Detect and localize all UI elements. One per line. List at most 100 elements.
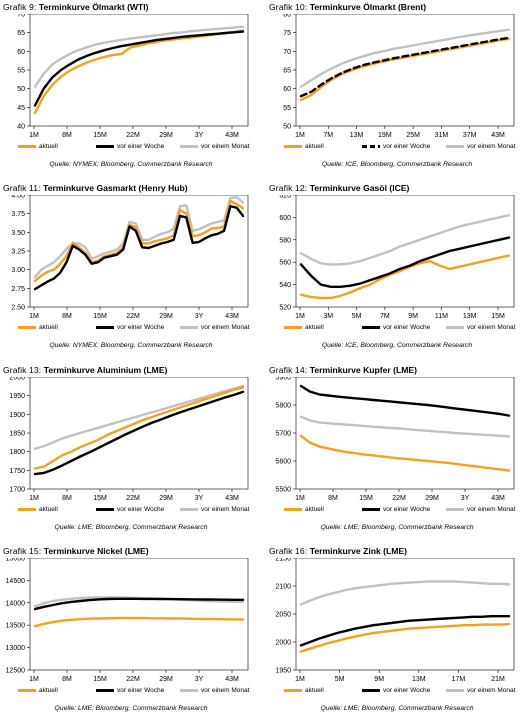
x-tick-label: 3Y: [461, 495, 470, 502]
chart-legend: aktuell vor einer Woche vor einem Monat: [284, 324, 531, 334]
chart-number-label: Grafik 13:: [3, 365, 44, 375]
series-line-vor-einem-monat: [33, 196, 245, 279]
legend-label: vor einem Monat: [467, 506, 516, 513]
legend-swatch: [446, 507, 464, 511]
chart-number-label: Grafik 12:: [269, 183, 310, 193]
legend-label: vor einer Woche: [117, 687, 165, 694]
y-tick-label: 620: [279, 195, 291, 200]
x-tick-label: 31M: [435, 132, 449, 139]
y-tick-label: 2100: [275, 584, 291, 591]
chart-source: Quelle: ICE, Bloomberg, Commerzbank Rese…: [321, 161, 473, 168]
legend-swatch: [362, 144, 380, 148]
chart-title: Grafik 9: Terminkurve Ölmarkt (WTI): [3, 2, 149, 12]
x-tick-label: 29M: [159, 676, 173, 683]
y-tick-label: 80: [283, 14, 291, 19]
series-line-aktuell: [33, 386, 245, 470]
legend-swatch: [284, 325, 302, 329]
legend-label: vor einem Monat: [201, 506, 250, 513]
x-tick-label: 29M: [159, 132, 173, 139]
chart-number-label: Grafik 10:: [269, 2, 310, 12]
plot-area: 520 540 560 580 600 620 1M 3M 5M 7M 9M 11M 13M 15M: [279, 195, 515, 320]
series-line-vor-einer-woche: [33, 597, 245, 611]
legend-label: vor einer Woche: [117, 506, 165, 513]
legend-item: vor einem Monat: [180, 687, 249, 694]
x-tick-label: 29M: [159, 495, 173, 502]
x-tick-label: 3Y: [195, 495, 204, 502]
legend-swatch: [362, 507, 380, 511]
legend-item: aktuell: [18, 143, 58, 150]
x-tick-label: 19M: [378, 132, 392, 139]
x-tick-label: 8M: [62, 495, 72, 502]
series-line-vor-einer-woche: [33, 390, 245, 476]
chart-title: Grafik 12: Terminkurve Gasöl (ICE): [269, 183, 409, 193]
x-tick-label: 15M: [93, 132, 107, 139]
y-tick-label: 5600: [275, 459, 291, 466]
legend-label: vor einer Woche: [383, 506, 431, 513]
legend-swatch: [180, 507, 198, 511]
y-tick-label: 12500: [6, 668, 26, 675]
legend-swatch: [18, 325, 36, 329]
chart-source: Quelle: LME; Bloomberg, Commerzbank Rese…: [54, 524, 208, 531]
x-tick-label: 3Y: [195, 313, 204, 320]
y-tick-label: 45: [17, 105, 25, 112]
x-tick-label: 43M: [225, 495, 239, 502]
series-line-vor-einem-monat: [33, 384, 245, 450]
legend-swatch: [446, 144, 464, 148]
chart-title: Grafik 15: Terminkurve Nickel (LME): [3, 546, 149, 556]
y-tick-label: 520: [279, 305, 291, 312]
legend-label: vor einer Woche: [383, 143, 431, 150]
series-line-aktuell: [33, 199, 245, 283]
y-tick-label: 13000: [6, 645, 26, 652]
chart-source: Quelle: LME; Bloomberg, Commerzbank Rese…: [320, 524, 474, 531]
legend-swatch: [180, 144, 198, 148]
plot-area: 12500 13000 13500 14000 14500 15000 1M 8M 15M 22M…: [6, 558, 249, 683]
plot-area: 50 55 60 65 70 75 80 1M 7M 13M 19M 25M 31M 37M 43M: [283, 14, 515, 139]
y-tick-label: 2000: [275, 640, 291, 647]
y-tick-label: 540: [279, 282, 291, 289]
series-line-vor-einem-monat: [299, 415, 511, 438]
chart-panel: Grafik 16: Terminkurve Zink (LME) 1950 200…: [266, 546, 528, 721]
x-tick-label: 9M: [374, 676, 384, 683]
legend-swatch: [362, 325, 380, 329]
x-tick-label: 1M: [29, 495, 39, 502]
y-tick-label: 1950: [9, 393, 25, 400]
plot-frame: [29, 195, 249, 308]
x-tick-label: 1M: [29, 132, 39, 139]
legend-label: vor einem Monat: [201, 324, 250, 331]
y-tick-label: 65: [17, 30, 25, 37]
y-tick-label: 50: [283, 124, 291, 131]
y-tick-label: 1750: [9, 468, 25, 475]
series-line-aktuell: [299, 434, 511, 472]
legend-swatch: [96, 144, 114, 148]
chart-panel: Grafik 9: Terminkurve Ölmarkt (WTI) 40 45 5…: [0, 2, 262, 177]
x-tick-label: 13M: [463, 313, 477, 320]
legend-label: vor einem Monat: [467, 143, 516, 150]
legend-label: aktuell: [39, 506, 58, 513]
y-tick-label: 2050: [275, 612, 291, 619]
x-tick-label: 15M: [359, 495, 373, 502]
plot-area: 1700 1750 1800 1850 1900 1950 2000 1M 8M 15M 22M 29…: [9, 377, 249, 502]
x-tick-label: 22M: [392, 495, 406, 502]
legend-label: aktuell: [305, 143, 324, 150]
y-tick-label: 14000: [6, 600, 26, 607]
x-tick-label: 1M: [29, 676, 39, 683]
chart-title: Grafik 13: Terminkurve Aluminium (LME): [3, 365, 167, 375]
x-tick-label: 29M: [425, 495, 439, 502]
legend-item: vor einer Woche: [362, 324, 430, 331]
y-tick-label: 60: [17, 49, 25, 56]
legend-item: aktuell: [18, 324, 58, 331]
x-tick-label: 15M: [491, 313, 505, 320]
series-line-vor-einer-woche: [33, 30, 245, 107]
y-tick-label: 1700: [9, 487, 25, 494]
y-tick-label: 3.25: [11, 249, 25, 256]
chart-title: Grafik 11: Terminkurve Gasmarkt (Henry H…: [3, 183, 188, 193]
chart-title-text: Terminkurve Gasmarkt (Henry Hub): [43, 183, 188, 193]
x-tick-label: 13M: [350, 132, 364, 139]
chart-number-label: Grafik 15:: [3, 546, 44, 556]
x-tick-label: 5M: [335, 676, 345, 683]
legend-item: vor einer Woche: [362, 143, 430, 150]
chart-legend: aktuell vor einer Woche vor einem Monat: [284, 506, 531, 516]
chart-title: Grafik 14: Terminkurve Kupfer (LME): [269, 365, 417, 375]
chart-legend: aktuell vor einer Woche vor einem Monat: [18, 143, 268, 153]
legend-item: vor einem Monat: [446, 324, 515, 331]
